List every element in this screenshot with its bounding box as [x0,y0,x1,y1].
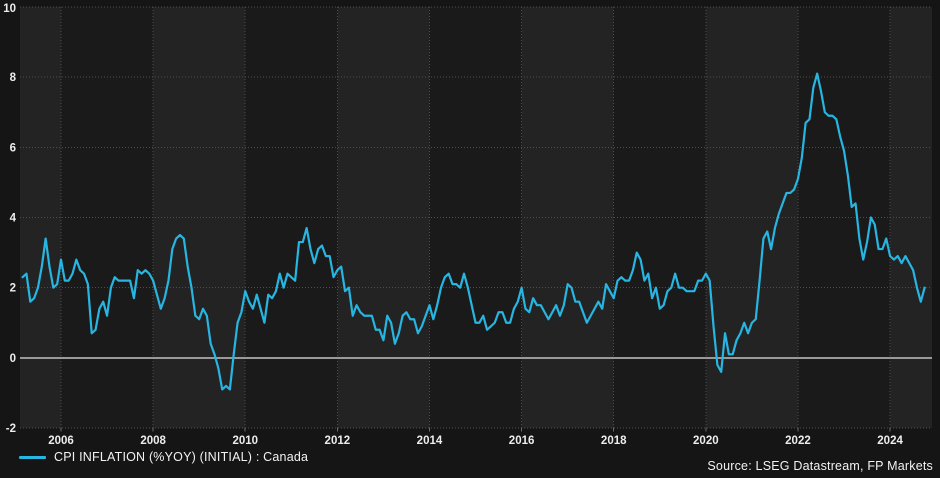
x-tick-label: 2018 [601,435,627,447]
x-tick-label: 2014 [417,435,443,447]
x-tick-label: 2008 [140,435,166,447]
legend-label: CPI INFLATION (%YOY) (INITIAL) : Canada [54,450,309,464]
y-tick-label: 10 [3,3,16,15]
x-tick-label: 2020 [693,435,719,447]
y-tick-label: 2 [10,283,16,295]
plot-band [797,7,891,428]
source-credit: Source: LSEG Datastream, FP Markets [707,459,933,473]
y-tick-label: 6 [10,142,16,154]
x-tick-label: 2012 [325,435,351,447]
plot-band [153,7,246,428]
series-line [21,72,926,391]
x-tick-label: 2022 [785,435,811,447]
y-tick-label: 0 [10,353,16,365]
y-tick-label: -2 [6,423,16,435]
x-tick-label: 2010 [232,435,258,447]
legend-line-swatch [19,455,46,459]
y-tick-label: 8 [10,72,17,84]
x-tick-label: 2024 [877,435,903,447]
x-tick-label: 2016 [509,435,535,447]
x-tick-label: 2006 [48,435,74,447]
legend: CPI INFLATION (%YOY) (INITIAL) : Canada [19,449,308,465]
y-tick-label: 4 [10,213,17,225]
